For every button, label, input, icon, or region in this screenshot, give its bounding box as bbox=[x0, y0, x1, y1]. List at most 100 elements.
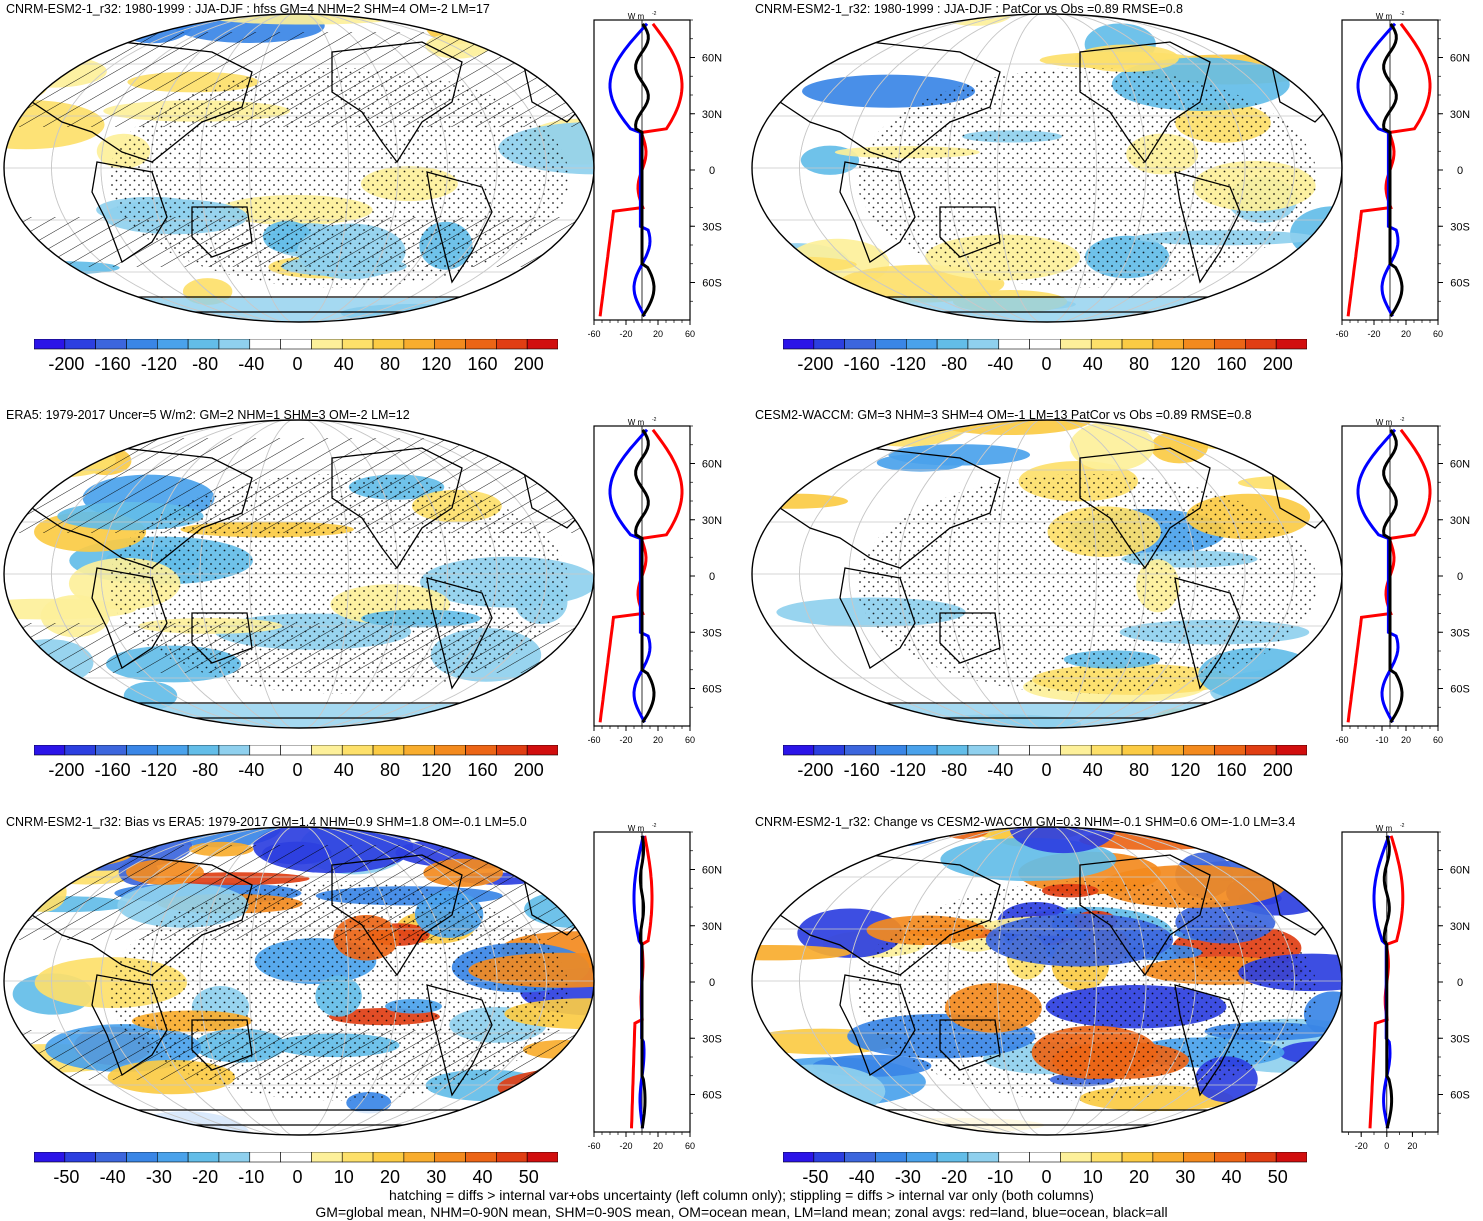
colorbar-swatch bbox=[95, 744, 127, 756]
colorbar-swatch bbox=[813, 744, 845, 756]
colorbar-label: 80 bbox=[1129, 760, 1149, 780]
zonal-mean-plot: W m -2 60N 30N 0 30S 60S -60 -20 20 60 bbox=[587, 10, 733, 360]
colorbar-swatch bbox=[1029, 1151, 1061, 1163]
lat-tick-label: 60N bbox=[702, 865, 722, 877]
colorbar-label: -160 bbox=[95, 354, 131, 374]
colorbar-swatch bbox=[1121, 338, 1154, 350]
colorbar-swatch bbox=[311, 338, 343, 350]
zonal-units-sup: -2 bbox=[652, 11, 657, 17]
lat-tick-label: 30S bbox=[1450, 221, 1470, 233]
field-patch bbox=[1074, 44, 1179, 72]
zonal-units-sup: -2 bbox=[652, 417, 657, 423]
colorbar-swatch bbox=[905, 744, 938, 756]
colorbar-swatch bbox=[64, 1151, 96, 1163]
colorbar-label: 200 bbox=[514, 354, 544, 374]
zonal-units: W m bbox=[1376, 12, 1393, 21]
colorbar-label: 40 bbox=[1221, 1167, 1241, 1187]
colorbar-label: -200 bbox=[797, 354, 833, 374]
colorbar-label: 120 bbox=[421, 354, 451, 374]
field-patch bbox=[4, 1096, 56, 1135]
colorbar-label: -50 bbox=[53, 1167, 79, 1187]
colorbar-swatch bbox=[1121, 1151, 1154, 1163]
colorbar-label: -120 bbox=[141, 354, 177, 374]
zonal-mean-plot: W m -2 60N 30N 0 30S 60S -60 -20 20 60 bbox=[587, 822, 733, 1172]
colorbar-swatch bbox=[434, 744, 466, 756]
colorbar-swatch bbox=[1060, 338, 1092, 350]
ocean-zonal-line bbox=[608, 428, 652, 723]
colorbar-label: -20 bbox=[192, 1167, 218, 1187]
colorbar-swatch bbox=[782, 744, 815, 756]
robinson-map bbox=[2, 825, 596, 1142]
colorbar-swatch bbox=[1121, 744, 1154, 756]
colorbar-label: 200 bbox=[514, 760, 544, 780]
field-patch bbox=[4, 652, 41, 668]
panel-title: CESM2-WACCM: GM=3 NHM=3 SHM=4 OM=-1 LM=1… bbox=[755, 408, 1252, 422]
colorbar-swatch bbox=[218, 1151, 251, 1163]
colorbar-label: 10 bbox=[1083, 1167, 1103, 1187]
robinson-map bbox=[2, 418, 596, 735]
colorbar-label: 80 bbox=[380, 354, 400, 374]
colorbar-label: -30 bbox=[146, 1167, 172, 1187]
all-zonal-line bbox=[1382, 428, 1404, 724]
panel-title: CNRM-ESM2-1_r32: Bias vs ERA5: 1979-2017… bbox=[6, 815, 527, 829]
colorbar-swatch bbox=[1245, 338, 1277, 350]
colorbar-label: 160 bbox=[467, 760, 497, 780]
zonal-units: W m bbox=[1376, 418, 1393, 427]
colorbar-swatch bbox=[967, 1151, 1000, 1163]
footer-line-1: hatching = diffs > internal var+obs unce… bbox=[389, 1187, 1094, 1203]
colorbar-swatch bbox=[496, 338, 528, 350]
colorbar-swatch bbox=[1152, 744, 1185, 756]
lat-tick-label: 60S bbox=[702, 684, 722, 696]
colorbar-swatch bbox=[403, 1151, 436, 1163]
colorbar-label: 30 bbox=[426, 1167, 446, 1187]
lat-tick-label: 30N bbox=[1450, 515, 1470, 527]
colorbar: -200 -160 -120 -80 -40 0 40 80 120 160 200 bbox=[782, 338, 1308, 384]
colorbar-label: 20 bbox=[1129, 1167, 1149, 1187]
colorbar-swatch bbox=[341, 338, 374, 350]
colorbar: -50 -40 -30 -20 -10 0 10 20 30 40 50 bbox=[782, 1151, 1308, 1197]
ocean-zonal-line bbox=[1356, 428, 1400, 723]
colorbar-swatch bbox=[33, 744, 66, 756]
robinson-map bbox=[750, 12, 1344, 329]
colorbar-swatch bbox=[1090, 744, 1123, 756]
all-zonal-line bbox=[634, 22, 656, 318]
zonal-units: W m bbox=[628, 418, 645, 427]
field-patch bbox=[797, 908, 904, 958]
colorbar: -200 -160 -120 -80 -40 0 40 80 120 160 200 bbox=[782, 744, 1308, 790]
colorbar-label: 40 bbox=[1083, 354, 1103, 374]
panel-title: CNRM-ESM2-1_r32: Change vs CESM2-WACCM G… bbox=[755, 815, 1296, 829]
zonal-x-tick-label: 60 bbox=[1433, 735, 1443, 745]
colorbar-swatch bbox=[249, 744, 281, 756]
colorbar-swatch bbox=[844, 1151, 876, 1163]
lat-tick-label: 30S bbox=[702, 627, 722, 639]
colorbar-swatch bbox=[218, 338, 251, 350]
colorbar-label: 160 bbox=[467, 354, 497, 374]
zonal-mean-plot: W m -2 60N 30N 0 30S 60S -60 -20 20 60 bbox=[587, 416, 733, 766]
field-patch bbox=[926, 420, 1093, 436]
colorbar-label: -80 bbox=[192, 354, 218, 374]
field-patch bbox=[752, 436, 824, 457]
colorbar-label: -120 bbox=[141, 760, 177, 780]
colorbar-swatch bbox=[156, 744, 189, 756]
colorbar-swatch bbox=[341, 1151, 374, 1163]
colorbar-swatch bbox=[526, 338, 559, 350]
field-patch bbox=[31, 420, 166, 431]
colorbar-swatch bbox=[156, 338, 189, 350]
colorbar-label: 80 bbox=[380, 760, 400, 780]
lat-tick-label: 30S bbox=[702, 1033, 722, 1045]
zonal-x-tick-label: 60 bbox=[685, 735, 695, 745]
colorbar-label: 200 bbox=[1263, 354, 1293, 374]
colorbar-swatch bbox=[998, 744, 1030, 756]
colorbar-swatch bbox=[1090, 338, 1123, 350]
colorbar-label: -40 bbox=[100, 1167, 126, 1187]
colorbar-swatch bbox=[403, 744, 436, 756]
colorbar-swatch bbox=[126, 1151, 158, 1163]
colorbar-label: -80 bbox=[941, 354, 967, 374]
colorbar: -200 -160 -120 -80 -40 0 40 80 120 160 200 bbox=[33, 744, 559, 790]
colorbar-swatch bbox=[813, 338, 845, 350]
zonal-x-tick-label: -20 bbox=[1355, 1141, 1368, 1151]
colorbar-label: -40 bbox=[987, 760, 1013, 780]
colorbar-swatch bbox=[311, 744, 343, 756]
colorbar-swatch bbox=[998, 1151, 1030, 1163]
zonal-x-tick-label: -60 bbox=[1336, 329, 1349, 339]
